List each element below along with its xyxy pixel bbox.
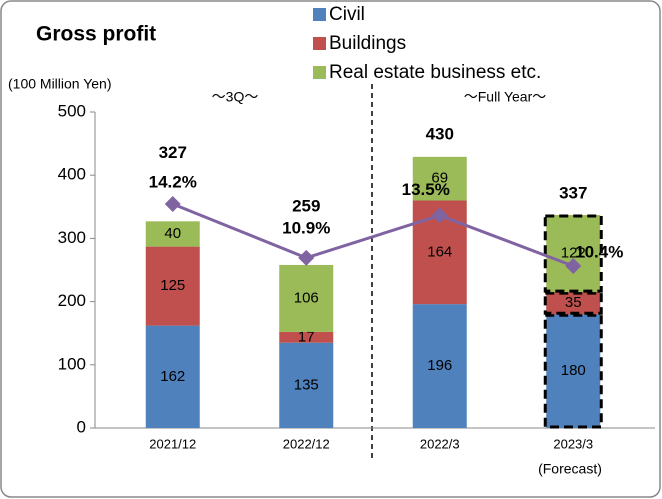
x-tick-label: 2023/3 [553,436,593,451]
value-label: 17 [298,328,315,345]
margin-label: 13.5% [402,180,450,199]
value-label: 35 [565,294,582,311]
total-label: 430 [426,124,454,143]
x-tick-label: 2021/12 [149,436,196,451]
value-label: 106 [294,289,319,306]
margin-label: 14.2% [149,172,197,191]
total-label: 259 [292,196,320,215]
forecast-label: (Forecast) [538,461,602,477]
y-tick-label: 200 [58,291,86,310]
x-tick-label: 2022/12 [283,436,330,451]
y-tick-label: 500 [58,101,86,120]
margin-marker [298,249,315,266]
bar-segment [279,264,334,332]
margin-label: 10.9% [282,218,330,237]
y-tick-label: 0 [77,417,86,436]
value-label: 122 [561,245,586,262]
unit-label: (100 Million Yen) [8,76,112,92]
margin-line [172,202,574,268]
value-label: 164 [427,243,452,260]
bar-segment [145,246,200,326]
bar-segment [279,342,334,428]
legend-label: Real estate business etc. [329,62,541,83]
margin-marker [565,258,582,275]
bar-segment [279,331,334,343]
chart-title: Gross profit [36,23,156,46]
value-label: 40 [164,225,181,242]
period-label: ～Full Year～ [464,89,546,105]
bar-segment [412,156,467,201]
legend-label: Buildings [329,33,406,54]
legend-swatch [313,8,326,21]
bar-segment [145,325,200,428]
forecast-box [543,214,603,293]
bar-segment [145,221,200,247]
total-label: 337 [559,184,587,203]
margin-marker [164,196,181,213]
value-label: 125 [160,277,185,294]
y-tick-label: 400 [58,165,86,184]
forecast-box [543,291,603,315]
bar-segment [412,304,467,428]
legend-swatch [313,66,326,79]
y-tick-label: 300 [58,228,86,247]
value-label: 180 [561,362,586,379]
y-tick-label: 100 [58,354,86,373]
margin-marker [431,207,448,224]
total-label: 327 [159,143,187,162]
bar-segment [546,215,601,293]
legend-label: Civil [329,4,365,25]
forecast-box [543,313,603,429]
legend-swatch [313,37,326,50]
x-tick-label: 2022/3 [420,436,460,451]
value-label: 196 [427,357,452,374]
value-label: 162 [160,368,185,385]
value-label: 69 [431,170,448,187]
period-label: ～3Q～ [212,89,259,105]
bar-segment [546,292,601,315]
value-label: 135 [294,376,319,393]
margin-label: 10.4% [575,242,623,261]
bar-segment [546,314,601,428]
